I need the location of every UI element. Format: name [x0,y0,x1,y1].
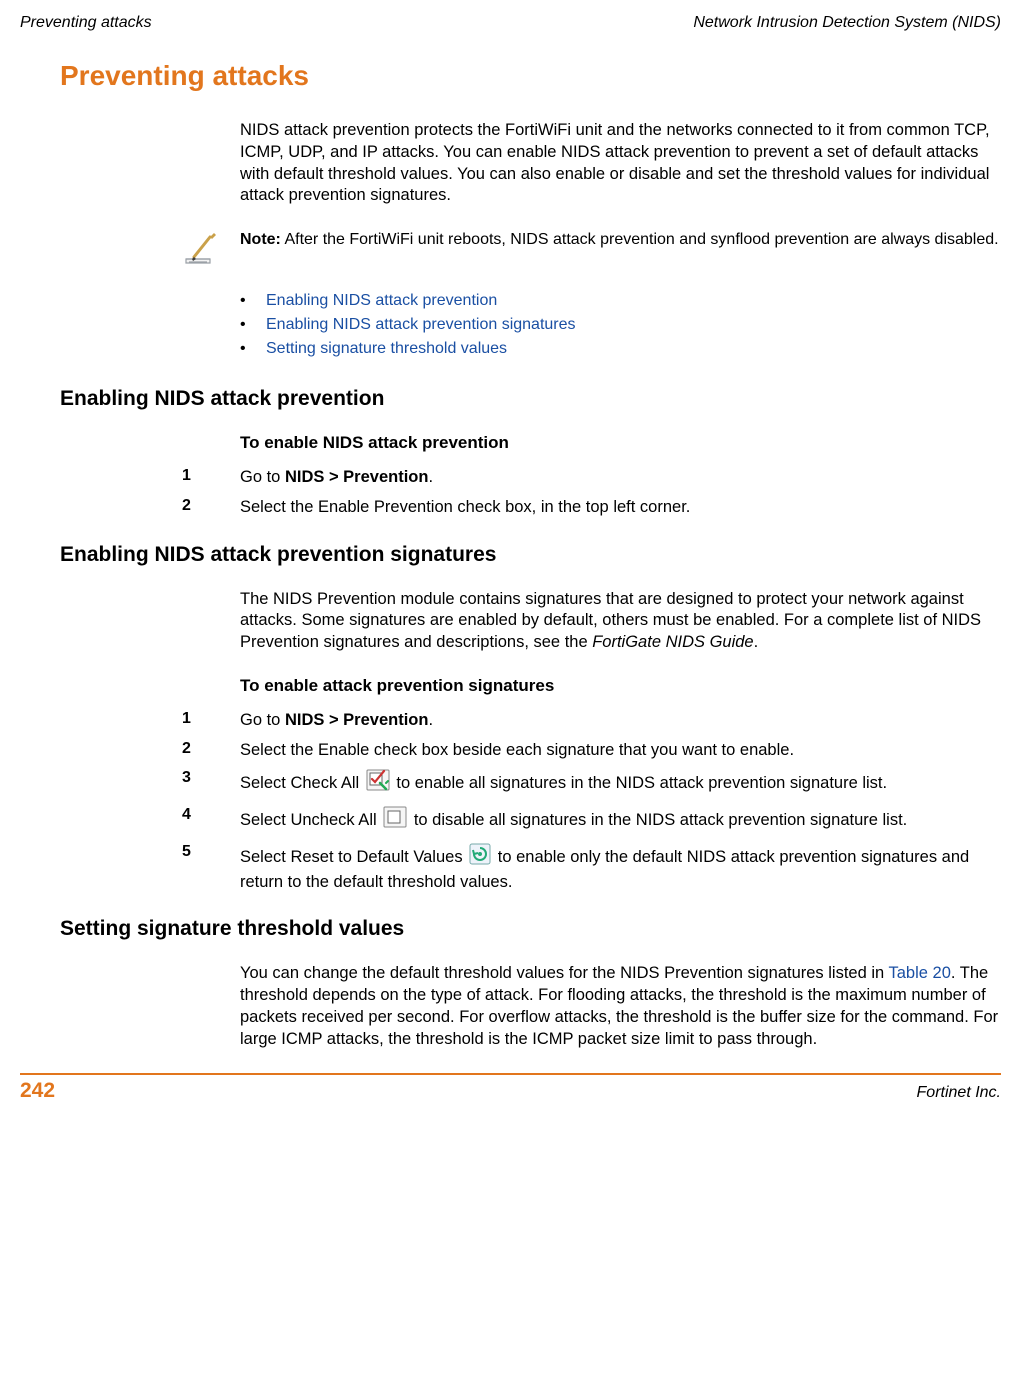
note-block: Note: After the FortiWiFi unit reboots, … [180,229,1001,271]
intro-paragraph: NIDS attack prevention protects the Fort… [240,120,1001,207]
toc-item: Setting signature threshold values [240,337,1001,361]
step-text: Go to NIDS > Prevention. [240,710,1001,732]
step: 4 Select Uncheck All to disable all sign… [240,806,1001,835]
step-text: Select the Enable check box beside each … [240,740,1001,762]
page-title: Preventing attacks [60,60,1001,92]
step-text: Go to NIDS > Prevention. [240,467,1001,489]
step-text: Select the Enable Prevention check box, … [240,497,1001,519]
page-number: 242 [20,1079,55,1103]
step-post: to enable all signatures in the NIDS att… [396,774,887,792]
step-pre: Go to [240,468,285,486]
step-post: . [428,711,433,729]
section-heading: Setting signature threshold values [60,917,1001,941]
para-pre: You can change the default threshold val… [240,964,889,982]
step-post: . [428,468,433,486]
step-text: Select Check All to enable all signature… [240,769,1001,798]
section3-body: You can change the default threshold val… [240,963,1001,1050]
toc-links: Enabling NIDS attack prevention Enabling… [240,289,1001,361]
step-post: to disable all signatures in the NIDS at… [414,811,907,829]
step-text: Select Reset to Default Values to enable… [240,843,1001,894]
step: 1 Go to NIDS > Prevention. [240,710,1001,732]
step-pre: Select Check All [240,774,364,792]
step: 1 Go to NIDS > Prevention. [240,467,1001,489]
toc-link-2[interactable]: Enabling NIDS attack prevention signatur… [266,316,576,333]
note-text: Note: After the FortiWiFi unit reboots, … [240,229,999,250]
step: 2 Select the Enable Prevention check box… [240,497,1001,519]
step-number: 1 [182,467,240,485]
page: Preventing attacks Network Intrusion Det… [0,0,1021,1379]
section3-para: You can change the default threshold val… [240,963,1001,1050]
footer-company: Fortinet Inc. [917,1084,1001,1102]
section2-body: The NIDS Prevention module contains sign… [240,589,1001,894]
step-number: 1 [182,710,240,728]
section1-body: To enable NIDS attack prevention 1 Go to… [240,433,1001,519]
step-number: 2 [182,497,240,515]
section2-para: The NIDS Prevention module contains sign… [240,589,1001,654]
step: 3 Select Check All to enable all signatu… [240,769,1001,798]
body-column: NIDS attack prevention protects the Fort… [240,120,1001,361]
footer: 242 Fortinet Inc. [20,1079,1001,1103]
step: 5 Select Reset to Default Values to enab… [240,843,1001,894]
steps-list: 1 Go to NIDS > Prevention. 2 Select the … [240,467,1001,519]
toc-item: Enabling NIDS attack prevention [240,289,1001,313]
uncheck-all-icon [383,806,407,835]
step-bold: NIDS > Prevention [285,711,429,729]
para-post: . [754,633,759,651]
toc-link-1[interactable]: Enabling NIDS attack prevention [266,292,497,309]
section-heading: Enabling NIDS attack prevention [60,387,1001,411]
note-icon [180,229,222,271]
step-number: 5 [182,843,240,861]
section-heading: Enabling NIDS attack prevention signatur… [60,543,1001,567]
step-pre: Go to [240,711,285,729]
procedure-heading: To enable NIDS attack prevention [240,433,1001,453]
step: 2 Select the Enable check box beside eac… [240,740,1001,762]
step-number: 2 [182,740,240,758]
step-text: Select Uncheck All to disable all signat… [240,806,1001,835]
step-number: 3 [182,769,240,787]
header-right: Network Intrusion Detection System (NIDS… [693,14,1001,32]
running-header: Preventing attacks Network Intrusion Det… [20,14,1001,32]
step-bold: NIDS > Prevention [285,468,429,486]
toc-item: Enabling NIDS attack prevention signatur… [240,313,1001,337]
footer-rule [20,1073,1001,1075]
toc-link-3[interactable]: Setting signature threshold values [266,340,507,357]
reset-default-icon [469,843,491,872]
step-number: 4 [182,806,240,824]
note-label: Note: [240,231,281,248]
step-pre: Select Reset to Default Values [240,848,467,866]
steps-list: 1 Go to NIDS > Prevention. 2 Select the … [240,710,1001,894]
procedure-heading: To enable attack prevention signatures [240,676,1001,696]
check-all-icon [366,769,390,798]
header-left: Preventing attacks [20,14,152,32]
table-ref-link[interactable]: Table 20 [889,964,951,982]
para-italic: FortiGate NIDS Guide [592,633,753,651]
note-body: After the FortiWiFi unit reboots, NIDS a… [281,231,999,248]
step-pre: Select Uncheck All [240,811,381,829]
